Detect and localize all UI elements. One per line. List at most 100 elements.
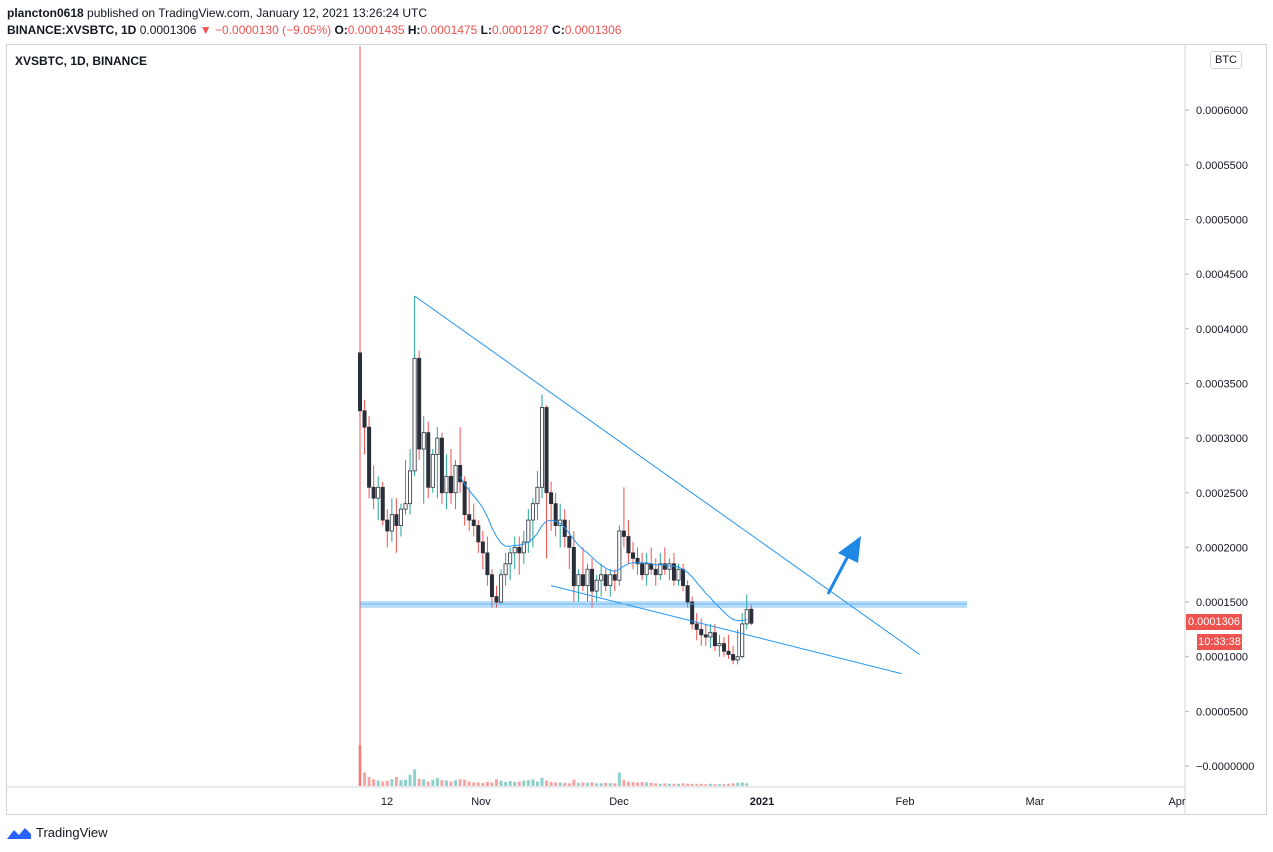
candle-body	[599, 574, 604, 581]
volume-bar	[467, 781, 471, 786]
volume-bar	[626, 781, 630, 786]
volume-bar	[517, 781, 521, 786]
volume-bar	[508, 781, 512, 786]
volume-bar	[422, 779, 426, 786]
candle-body	[676, 568, 681, 581]
candle-body	[740, 623, 745, 658]
candle-body	[480, 541, 485, 554]
candle-body	[499, 574, 504, 603]
ohlc-header: BINANCE:XVSBTC, 1D 0.0001306 ▼ −0.000013…	[7, 23, 621, 37]
volume-bar	[385, 780, 389, 786]
volume-bar	[417, 778, 421, 786]
y-tick-label: 0.0006000	[1196, 105, 1248, 117]
volume-bar	[554, 782, 558, 786]
volume-bar	[622, 779, 626, 786]
candle-body	[681, 568, 686, 587]
x-tick-label: Nov	[471, 796, 491, 808]
candle-body	[476, 525, 481, 543]
volume-bar	[645, 782, 649, 786]
candle-body	[508, 552, 513, 565]
volume-bar	[713, 784, 717, 786]
candle-body	[376, 486, 381, 499]
candle-body	[667, 563, 672, 570]
volume-bar	[558, 782, 562, 786]
volume-bar	[563, 782, 567, 786]
currency-badge[interactable]: BTC	[1210, 51, 1242, 69]
volume-bar	[394, 777, 398, 786]
volume-bar	[458, 779, 462, 786]
candle-body	[603, 574, 608, 587]
y-tick-label: 0.0004500	[1196, 269, 1248, 281]
volume-bar	[745, 783, 749, 786]
chart-title: XVSBTC, 1D, BINANCE	[15, 54, 148, 68]
volume-bar	[435, 777, 439, 786]
open-label: O:	[334, 23, 348, 37]
candle-body	[389, 514, 394, 532]
candle-body	[526, 519, 531, 543]
x-tick-label: Dec	[609, 796, 629, 808]
candle-body	[567, 536, 572, 548]
y-tick-label: 0.0003000	[1196, 433, 1248, 445]
volume-bar	[722, 784, 726, 786]
down-arrow-icon: ▼	[199, 23, 212, 37]
candle-body	[585, 568, 590, 587]
volume-bar	[727, 783, 731, 786]
moving-average-line	[459, 476, 747, 622]
volume-bar	[499, 780, 503, 786]
volume-bar	[372, 779, 376, 786]
y-tick-label: 0.0005000	[1196, 215, 1248, 227]
candle-body	[367, 426, 372, 488]
volume-bar	[431, 779, 435, 786]
volume-bar	[545, 780, 549, 786]
y-tick-label: 0.0004000	[1196, 324, 1248, 336]
price-axis[interactable]: 0.0006000 0.0005500 0.0005000 0.0004500 0.00…	[1185, 105, 1254, 773]
volume-bar	[654, 783, 658, 786]
x-tick-label: 12	[381, 796, 393, 808]
volume-bar	[613, 783, 617, 786]
candle-body	[549, 492, 554, 505]
volume-bar	[586, 782, 589, 786]
trendlines	[414, 295, 920, 675]
chart-frame	[6, 44, 1267, 815]
candle-body	[471, 519, 476, 526]
candle-body	[621, 530, 626, 537]
volume-bar	[376, 780, 380, 786]
volume-bar	[599, 783, 603, 786]
candle-body	[435, 437, 440, 455]
publish-info: plancton0618 published on TradingView.co…	[7, 6, 427, 20]
footer-logo[interactable]: TradingView	[6, 825, 108, 840]
tradingview-logo-icon	[7, 827, 31, 839]
candle-body	[371, 486, 376, 499]
y-tick-label: 0.0003500	[1196, 378, 1248, 390]
publisher-name[interactable]: plancton0618	[7, 6, 84, 20]
candle-body	[576, 574, 581, 587]
x-tick-label: Apr	[1168, 796, 1185, 808]
candle-body	[712, 632, 717, 647]
volume-bar	[463, 779, 467, 786]
volume-bar	[449, 781, 453, 786]
candle-body	[421, 432, 426, 450]
time-axis[interactable]: 12 Nov Dec 2021 Feb Mar Apr	[381, 796, 1186, 808]
candle-body	[403, 503, 408, 510]
volume-bar	[495, 779, 498, 786]
volume-bar	[636, 782, 640, 786]
candle-body	[635, 557, 640, 565]
volume-bar	[472, 782, 476, 786]
candle-body	[571, 547, 576, 587]
volume-bar	[399, 780, 403, 786]
breakout-arrow	[826, 536, 861, 595]
x-tick-label: Feb	[896, 796, 915, 808]
volume-bar	[731, 783, 735, 786]
y-tick-label: 0.0002000	[1196, 542, 1248, 554]
candle-body	[385, 519, 390, 532]
candle-body	[703, 634, 708, 638]
volume-bar	[426, 781, 430, 786]
low-value: 0.0001287	[491, 23, 549, 37]
candle-body	[726, 650, 731, 655]
volume-bar	[704, 784, 708, 786]
volume-bar	[531, 779, 535, 786]
volume-bar	[740, 782, 744, 786]
candle-body	[553, 503, 558, 526]
candle-body	[671, 563, 676, 581]
